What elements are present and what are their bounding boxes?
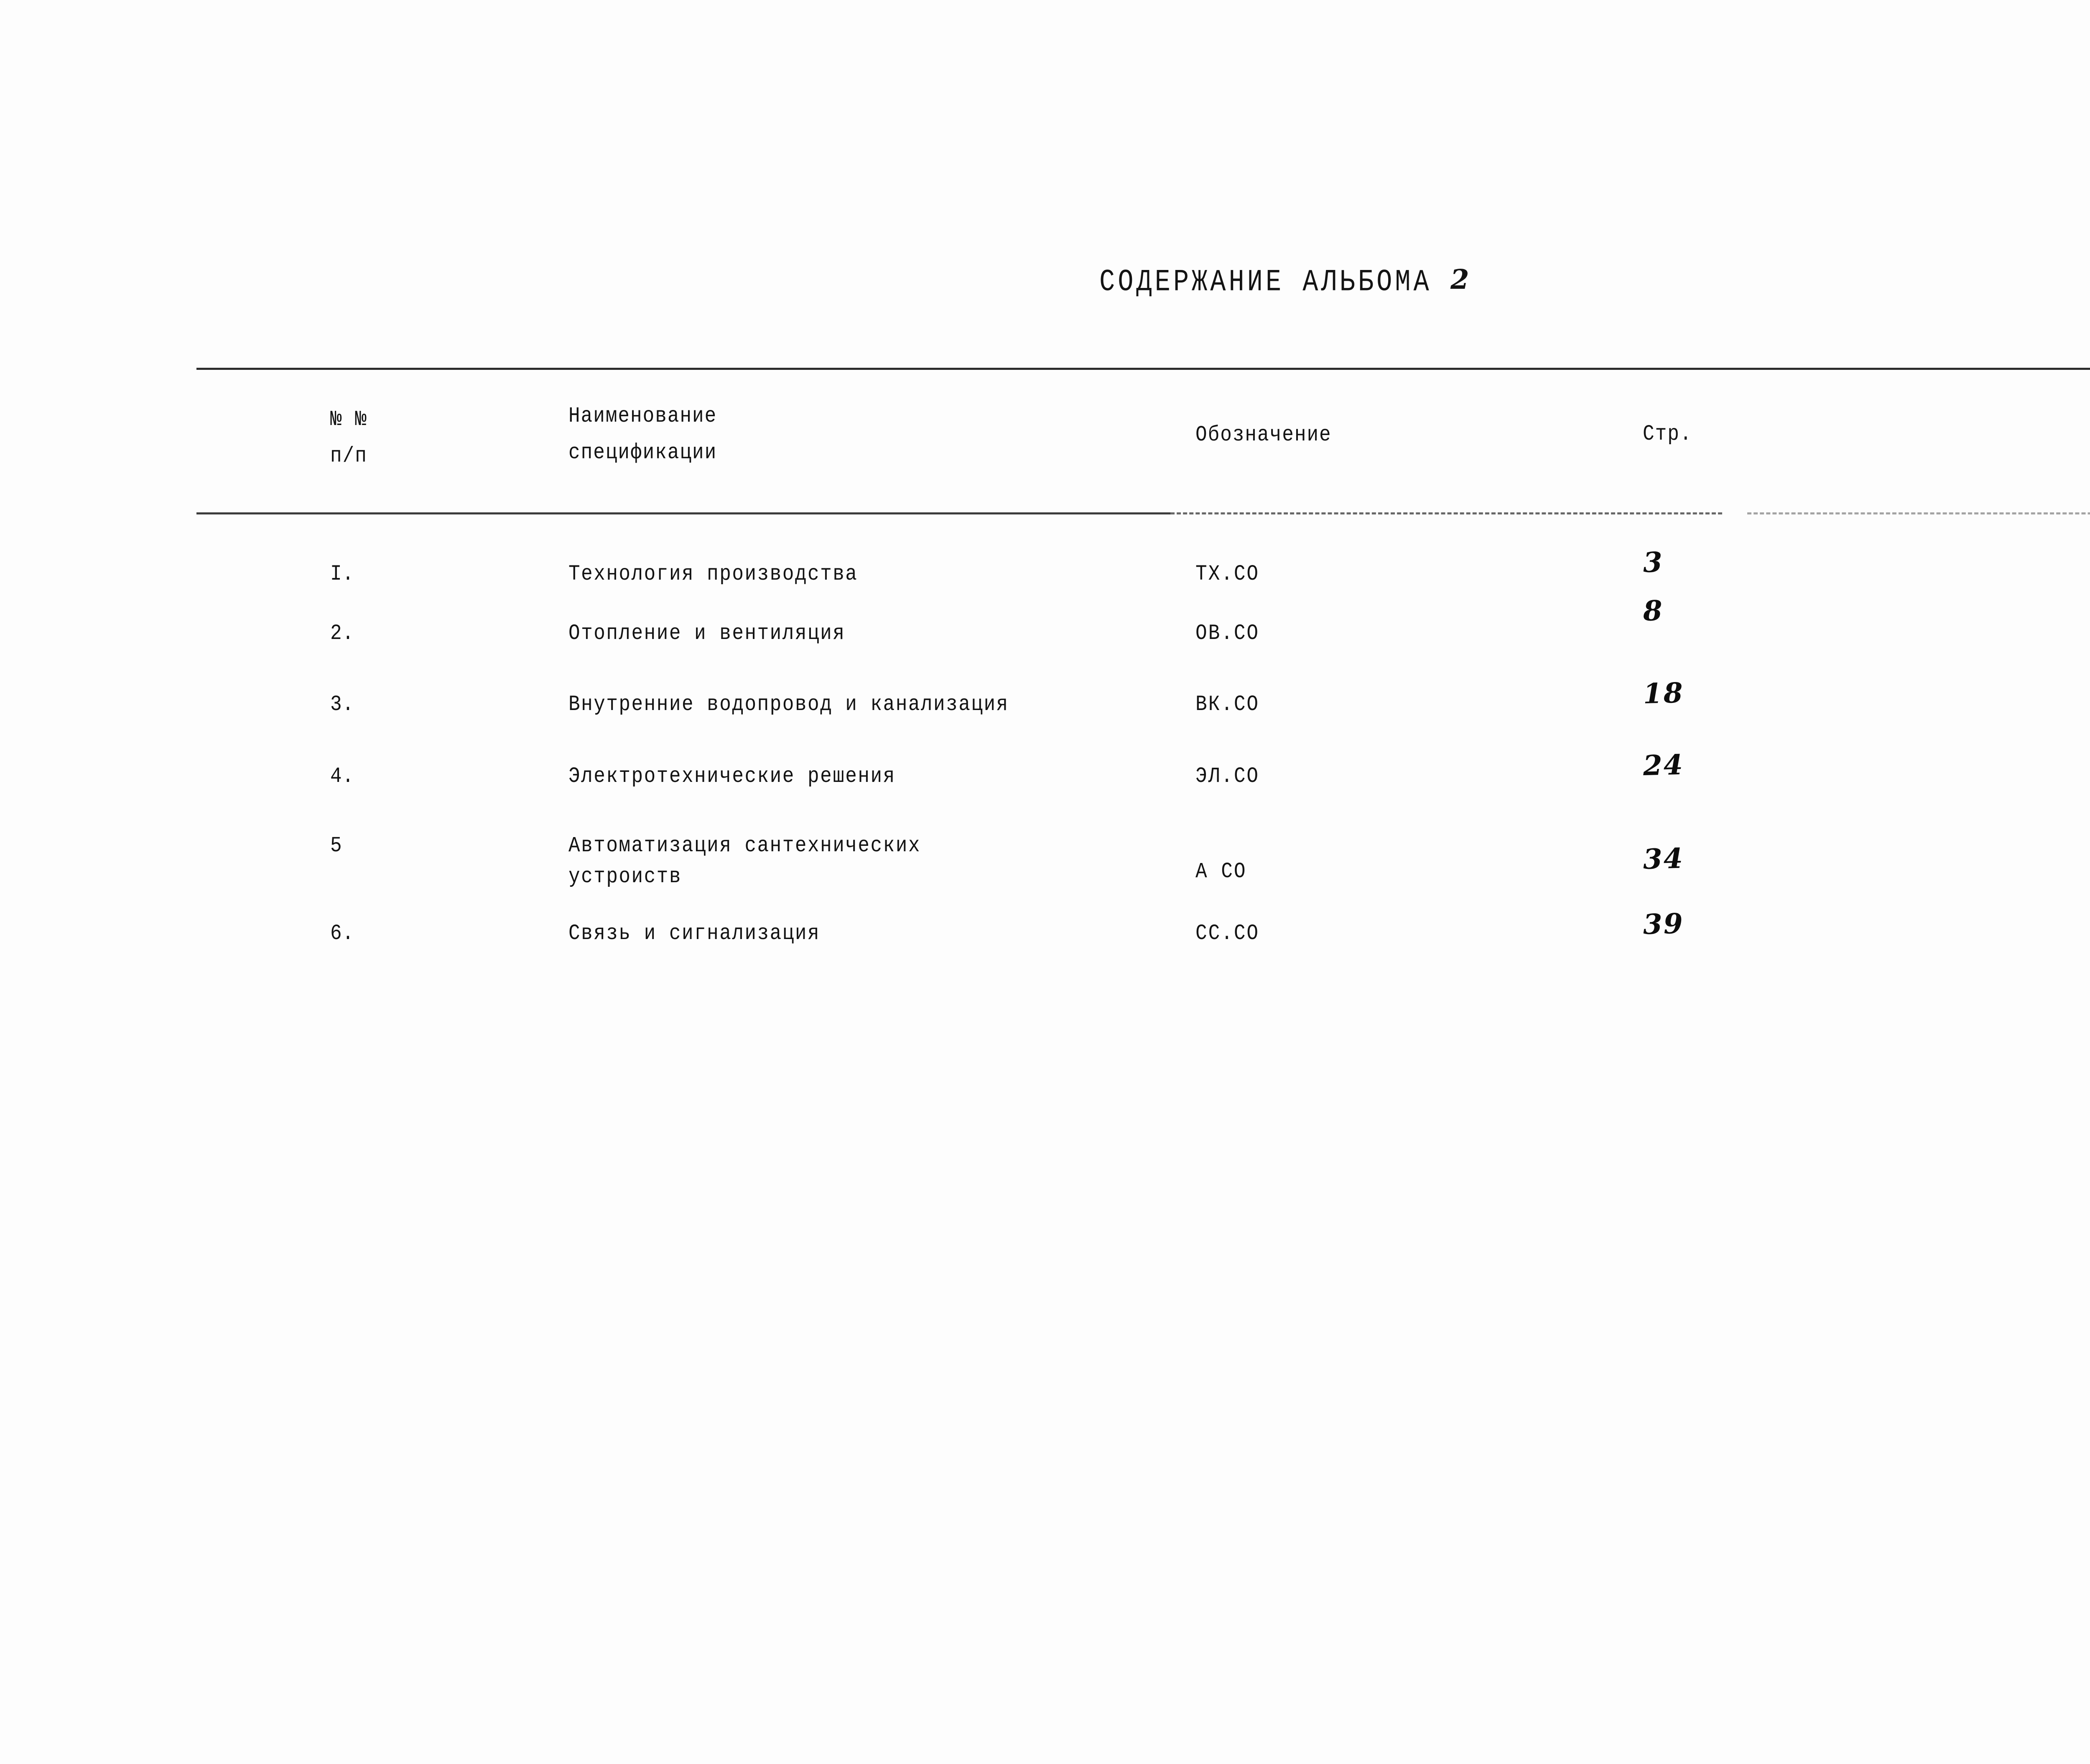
row-name: Внутренние водопровод и канализация <box>568 692 1009 717</box>
row-name-line1: Автоматизация сантехнических <box>568 833 921 858</box>
row-page-number: 24 <box>1642 748 1685 782</box>
row-number: 4. <box>330 764 354 789</box>
row-page-number: 39 <box>1642 907 1685 941</box>
header-separator-rule-faded-b <box>1747 512 2090 514</box>
table-row: 3. Внутренние водопровод и канализация В… <box>0 676 2090 741</box>
table-row: 5 Автоматизация сантехнических устроиств… <box>0 832 2090 907</box>
row-designation: ЭЛ.СО <box>1195 764 1260 789</box>
column-header-name-line1: Наименование <box>568 404 717 428</box>
row-number: 5 <box>330 833 342 858</box>
row-number: 2. <box>330 621 354 646</box>
row-name: Технология производства <box>568 562 858 586</box>
column-header-number: № № п/п <box>330 401 468 474</box>
album-number: 2 <box>1450 264 1469 295</box>
column-header-name: Наименование спецификации <box>568 398 1162 471</box>
row-designation: СС.СО <box>1195 921 1260 946</box>
row-designation: А СО <box>1195 859 1247 884</box>
row-designation: ТХ.СО <box>1195 562 1260 586</box>
column-header-name-line2: спецификации <box>568 440 717 465</box>
row-name-line2: устроиств <box>568 864 682 889</box>
table-row: 6. Связь и сигнализация СС.СО 39 <box>0 907 2090 970</box>
row-name: Электротехнические решения <box>568 764 896 789</box>
row-number: 6. <box>330 921 354 946</box>
column-header-page: Стр. <box>1643 422 1692 446</box>
table-header-row: № № п/п Наименование спецификации Обозна… <box>0 393 2090 501</box>
row-number: 3. <box>330 692 354 717</box>
row-page-number: 8 <box>1642 594 1664 627</box>
table-row: I. Технология производства ТХ.СО 3 <box>0 546 2090 610</box>
table-top-rule <box>196 368 2090 370</box>
row-name: Автоматизация сантехнических устроиств <box>568 832 1162 891</box>
header-separator-rule-faded-a <box>1170 512 1722 514</box>
column-header-number-line1: № № <box>330 407 367 432</box>
column-header-designation: Обозначение <box>1195 423 1332 447</box>
table-row: 2. Отопление и вентиляция ОВ.СО 8 <box>0 594 2090 669</box>
page-title: СОДЕРЖАНИЕ АЛЬБОМА 2 <box>1099 261 1469 300</box>
column-header-number-line2: п/п <box>330 443 367 468</box>
row-designation: ОВ.СО <box>1195 621 1260 646</box>
row-name: Отопление и вентиляция <box>568 621 846 646</box>
row-page-number: 34 <box>1642 842 1685 876</box>
table-row: 4. Электротехнические решения ЭЛ.СО 24 <box>0 748 2090 812</box>
row-number: I. <box>330 562 354 586</box>
row-designation: ВК.СО <box>1195 692 1260 717</box>
header-separator-rule <box>196 512 1170 514</box>
row-page-number: 18 <box>1642 676 1685 710</box>
page-title-text: СОДЕРЖАНИЕ АЛЬБОМА <box>1099 265 1432 300</box>
row-page-number: 3 <box>1642 545 1664 579</box>
row-name: Связь и сигнализация <box>568 921 821 946</box>
